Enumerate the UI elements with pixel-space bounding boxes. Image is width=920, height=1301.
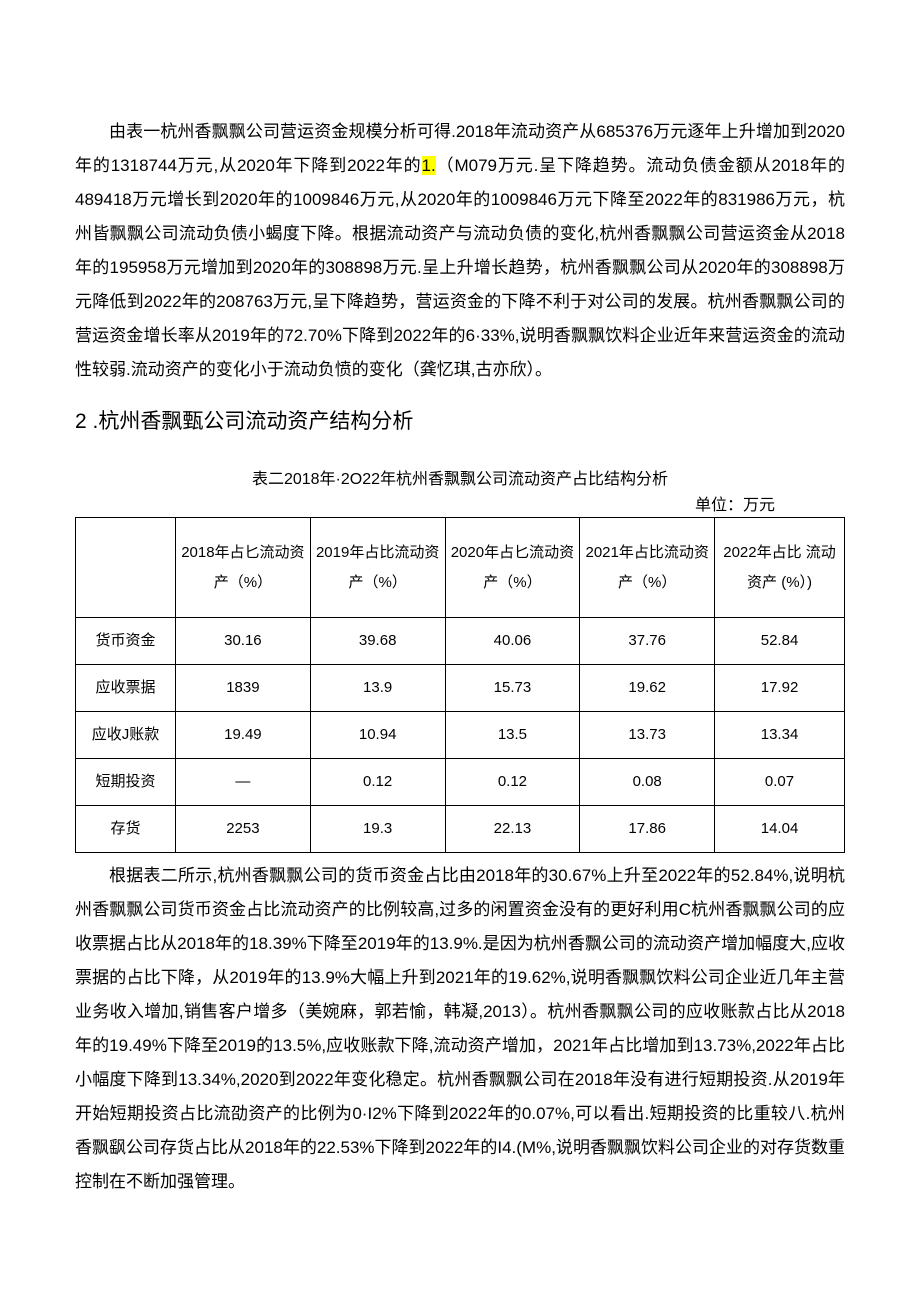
table-cell: 17.92 — [715, 665, 845, 712]
table-header — [76, 518, 176, 618]
table-cell: 13.73 — [580, 712, 715, 759]
table-header: 2018年占匕流动资产（%） — [176, 518, 311, 618]
table-row: 存货 2253 19.3 22.13 17.86 14.04 — [76, 806, 845, 853]
table-cell: 1839 — [176, 665, 311, 712]
table-row: 应收票据 1839 13.9 15.73 19.62 17.92 — [76, 665, 845, 712]
table-cell: 10.94 — [310, 712, 445, 759]
table-header: 2021年占比流动资产（%） — [580, 518, 715, 618]
row-label: 短期投资 — [76, 759, 176, 806]
table-cell: 0.12 — [310, 759, 445, 806]
table-row: 短期投资 — 0.12 0.12 0.08 0.07 — [76, 759, 845, 806]
table-cell: 30.16 — [176, 618, 311, 665]
analysis-paragraph-2: 根据表二所示,杭州香飘飘公司的货币资金占比由2018年的30.67%上升至202… — [75, 859, 845, 1199]
table-cell: 14.04 — [715, 806, 845, 853]
table-cell: 17.86 — [580, 806, 715, 853]
row-label: 存货 — [76, 806, 176, 853]
table-title: 表二2018年·2O22年杭州香飘飘公司流动资产占比结构分析 — [75, 465, 845, 489]
table-header-row: 2018年占匕流动资产（%） 2019年占比流动资产（%） 2020年占匕流动资… — [76, 518, 845, 618]
section-heading: 2 .杭州香飘甄公司流动资产结构分析 — [75, 405, 845, 435]
row-label: 货币资金 — [76, 618, 176, 665]
table-header: 2020年占匕流动资产（%） — [445, 518, 580, 618]
table-cell: 22.13 — [445, 806, 580, 853]
table-cell: 0.07 — [715, 759, 845, 806]
table-cell: 19.49 — [176, 712, 311, 759]
row-label: 应收J账款 — [76, 712, 176, 759]
table-cell: 13.5 — [445, 712, 580, 759]
table-row: 货币资金 30.16 39.68 40.06 37.76 52.84 — [76, 618, 845, 665]
table-cell: 39.68 — [310, 618, 445, 665]
table-header: 2019年占比流动资产（%） — [310, 518, 445, 618]
table-cell: 0.08 — [580, 759, 715, 806]
analysis-paragraph-1: 由表一杭州香飘飘公司营运资金规模分析可得.2018年流动资产从685376万元逐… — [75, 115, 845, 387]
table-header: 2022年占比 流动资产 (%）) — [715, 518, 845, 618]
table-cell: 13.34 — [715, 712, 845, 759]
table-cell: 40.06 — [445, 618, 580, 665]
table-cell: 15.73 — [445, 665, 580, 712]
table-cell: 0.12 — [445, 759, 580, 806]
table-row: 应收J账款 19.49 10.94 13.5 13.73 13.34 — [76, 712, 845, 759]
highlight-text: 1. — [422, 156, 436, 175]
table-cell: 13.9 — [310, 665, 445, 712]
table-unit: 单位：万元 — [75, 491, 845, 515]
table-cell: 2253 — [176, 806, 311, 853]
table-cell: 19.62 — [580, 665, 715, 712]
table-cell: 37.76 — [580, 618, 715, 665]
table-cell: 52.84 — [715, 618, 845, 665]
para1-text-b: （M079万元.呈下降趋势。流动负债金额从2018年的489418万元增长到20… — [75, 156, 845, 379]
row-label: 应收票据 — [76, 665, 176, 712]
table-cell: — — [176, 759, 311, 806]
table-cell: 19.3 — [310, 806, 445, 853]
asset-structure-table: 2018年占匕流动资产（%） 2019年占比流动资产（%） 2020年占匕流动资… — [75, 517, 845, 853]
